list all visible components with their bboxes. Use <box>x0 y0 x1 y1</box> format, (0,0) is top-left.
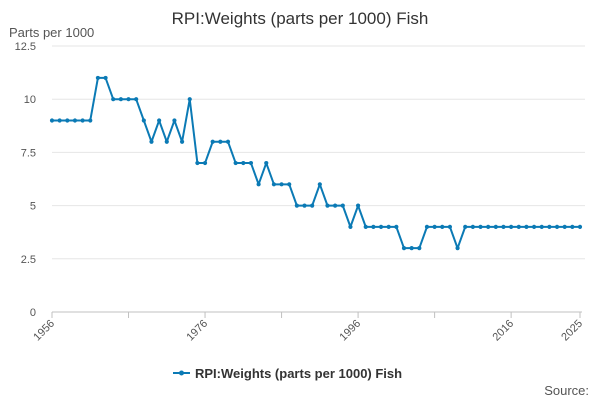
data-point <box>294 203 299 208</box>
data-point <box>417 246 422 251</box>
data-point <box>531 224 537 229</box>
data-point <box>333 203 338 208</box>
data-point <box>447 224 453 229</box>
y-tick-label: 5 <box>30 201 36 213</box>
data-point <box>524 224 529 229</box>
data-point <box>317 182 322 187</box>
y-axis-ticks: 0 2.5 5 7.5 10 12.5 <box>15 41 36 319</box>
data-point <box>103 75 108 81</box>
legend-label: RPI:Weights (parts per 1000) Fish <box>195 366 402 381</box>
data-point <box>470 224 475 229</box>
data-point <box>111 97 116 102</box>
data-point <box>88 118 93 123</box>
data-point <box>233 160 238 166</box>
data-point <box>179 139 185 144</box>
data-point <box>440 224 445 229</box>
data-point <box>218 139 223 144</box>
data-point <box>455 246 460 251</box>
data-point <box>287 182 292 187</box>
data-point <box>348 224 353 229</box>
x-tick-label: 1976 <box>184 318 210 344</box>
data-point <box>172 118 177 123</box>
data-point <box>424 224 430 229</box>
data-point <box>509 224 514 229</box>
data-point <box>570 224 575 229</box>
data-point <box>225 139 231 144</box>
data-point <box>371 224 376 229</box>
data-point <box>401 246 407 251</box>
y-tick-label: 10 <box>24 94 36 106</box>
data-point <box>577 224 583 229</box>
data-point <box>547 224 552 229</box>
source-label: Source: <box>544 383 589 398</box>
data-point <box>256 182 261 187</box>
data-point <box>72 118 78 123</box>
data-point <box>49 118 55 123</box>
x-axis-ticks: 1956 1976 1996 2016 2025 <box>31 318 585 344</box>
y-axis-label: Parts per 1000 <box>9 25 94 40</box>
data-point <box>65 118 70 123</box>
data-point <box>310 203 315 208</box>
legend-marker <box>179 370 184 376</box>
data-point <box>248 160 254 166</box>
data-point <box>302 203 307 208</box>
data-point <box>118 97 123 102</box>
data-point <box>264 160 269 166</box>
data-point <box>157 118 162 123</box>
data-point <box>187 97 192 102</box>
data-point <box>554 224 560 229</box>
y-tick-label: 2.5 <box>21 254 36 266</box>
data-point <box>134 97 139 102</box>
data-point <box>539 224 544 229</box>
data-point <box>394 224 399 229</box>
data-point <box>478 224 483 229</box>
data-point <box>363 224 368 229</box>
x-tick-label: 1956 <box>31 318 57 344</box>
data-point <box>516 224 521 229</box>
y-tick-label: 12.5 <box>15 41 36 53</box>
data-point <box>164 139 169 144</box>
data-point <box>562 224 567 229</box>
data-point <box>80 118 85 123</box>
x-tick-label: 2025 <box>559 318 585 344</box>
data-point <box>432 224 437 229</box>
data-point <box>202 160 208 166</box>
data-point <box>340 203 345 208</box>
data-point <box>271 182 277 187</box>
data-point <box>195 160 200 166</box>
data-point <box>463 224 468 229</box>
data-point <box>279 182 284 187</box>
data-point <box>95 75 101 81</box>
y-tick-label: 7.5 <box>21 147 36 159</box>
x-tick-label: 1996 <box>337 318 363 344</box>
data-point <box>378 224 384 229</box>
data-point <box>409 246 414 251</box>
data-point <box>57 118 62 123</box>
y-tick-label: 0 <box>30 307 36 319</box>
chart-title: RPI:Weights (parts per 1000) Fish <box>172 9 429 28</box>
data-point <box>241 160 246 166</box>
series-fish <box>49 75 583 251</box>
data-point <box>149 139 154 144</box>
data-point <box>325 203 330 208</box>
data-point <box>210 139 215 144</box>
gridlines <box>52 45 585 260</box>
data-point <box>141 118 146 123</box>
data-point <box>355 203 361 208</box>
data-point <box>493 224 498 229</box>
data-point <box>486 224 491 229</box>
data-point <box>501 224 506 229</box>
x-axis <box>51 311 582 318</box>
series-line <box>52 76 580 250</box>
data-point <box>386 224 391 229</box>
x-tick-label: 2016 <box>490 318 516 344</box>
data-point <box>126 97 131 102</box>
legend[interactable]: RPI:Weights (parts per 1000) Fish <box>173 366 402 381</box>
